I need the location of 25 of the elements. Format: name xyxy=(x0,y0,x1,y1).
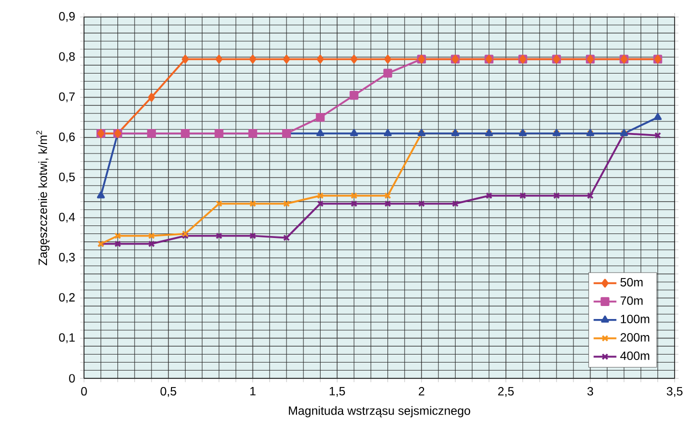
x-tick-label: 3 xyxy=(587,387,594,396)
x-tick-label: 3,5 xyxy=(666,387,682,397)
x-tick-label: 2,5 xyxy=(498,387,514,397)
y-tick-label: 0,2 xyxy=(59,293,75,303)
y-tick-label: 0,8 xyxy=(59,52,75,62)
y-tick-label: 0,5 xyxy=(59,172,75,183)
x-tick-label: 2 xyxy=(418,387,424,396)
legend-label: 50m xyxy=(620,278,643,286)
legend-label: 100m xyxy=(620,314,650,324)
x-axis-title: Magnituda wstrząsu sejsmicznego xyxy=(288,406,470,418)
y-tick-label: 0,3 xyxy=(59,252,75,263)
legend-label: 200m xyxy=(620,333,650,342)
y-tick-label: 0,1 xyxy=(59,333,75,344)
x-tick-label: 0,5 xyxy=(160,387,176,397)
y-tick-label: 0,9 xyxy=(59,12,75,22)
legend-label: 70m xyxy=(620,296,643,305)
y-tick-label: 0 xyxy=(69,374,75,383)
x-tick-label: 0 xyxy=(81,387,87,396)
y-axis-title: Zagęszczenie kotwi, k/m$^{2}$ xyxy=(36,130,50,266)
y-tick-label: 0,6 xyxy=(59,132,75,142)
x-tick-label: 1 xyxy=(250,387,256,396)
y-tick-label: 0,7 xyxy=(59,92,75,102)
y-tick-label: 0,4 xyxy=(59,212,75,223)
legend-label: 400m xyxy=(620,351,650,360)
x-tick-label: 1,5 xyxy=(330,387,345,397)
